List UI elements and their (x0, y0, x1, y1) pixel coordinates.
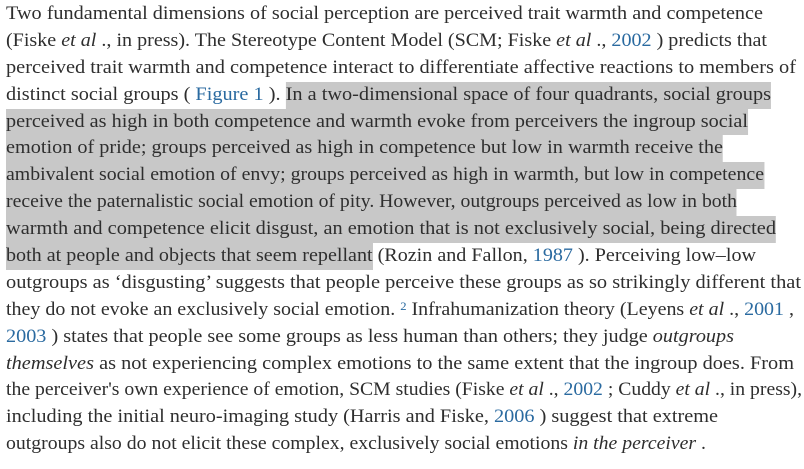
italic-text: et al (61, 29, 97, 51)
text-span: . (696, 433, 706, 455)
text-span: ., in press), (710, 379, 802, 401)
text-span: ). (263, 83, 286, 105)
text-span: ; Cuddy (602, 379, 676, 401)
text-line: perceived as high in both competence and… (6, 108, 804, 136)
text-span: distinct social groups ( (6, 83, 196, 105)
text-line: distinct social groups ( Figure 1 ). In … (6, 81, 804, 109)
text-span: perceived trait warmth and competence in… (6, 56, 796, 78)
selected-text: ambivalent social emotion of envy; group… (6, 162, 764, 190)
text-line: receive the paternalistic social emotion… (6, 189, 803, 217)
text-line: ambivalent social emotion of envy; group… (6, 162, 804, 190)
text-span: outgroups as ‘disgusting’ suggests that … (6, 271, 801, 293)
text-line: outgroups as ‘disgusting’ suggests that … (6, 270, 804, 297)
citation-link[interactable]: 1987 (532, 245, 573, 267)
italic-text: et al (689, 298, 725, 320)
citation-link[interactable]: 2002 (611, 29, 652, 51)
text-span: the perceiver's own experience of emotio… (6, 379, 510, 401)
text-line: 2003 ) states that people see some group… (6, 324, 804, 351)
text-span: ., (724, 298, 745, 320)
italic-text: et al (509, 379, 544, 401)
text-span: ) predicts that (651, 29, 767, 51)
selected-text: warmth and competence elicit disgust, an… (6, 216, 776, 244)
text-line: warmth and competence elicit disgust, an… (6, 216, 804, 244)
text-span: (Rozin and Fallon, (372, 245, 533, 267)
text-span: as not experiencing complex emotions to … (93, 352, 794, 374)
text-line: perceived trait warmth and competence in… (6, 55, 804, 82)
text-span: Infrahumanization theory (Leyens (406, 298, 690, 320)
text-span: ., in press). The Stereotype Content Mod… (96, 29, 557, 51)
citation-link[interactable]: 2006 (493, 406, 535, 428)
text-span: ) states that people see some groups as … (46, 325, 653, 347)
text-line: themselves as not experiencing complex e… (6, 351, 804, 378)
selected-text: emotion of pride; groups perceived as hi… (6, 135, 723, 163)
text-line: the perceiver's own experience of emotio… (6, 377, 802, 404)
text-span: outgroups also do not elicit these compl… (6, 433, 573, 455)
text-line: (Fiske et al ., in press). The Stereotyp… (6, 28, 804, 55)
citation-link[interactable]: Figure 1 (195, 83, 264, 105)
italic-text: et al (675, 379, 711, 401)
text-line: outgroups also do not elicit these compl… (6, 431, 804, 458)
text-span: including the initial neuro-imaging stud… (6, 406, 494, 428)
text-span: , (784, 298, 794, 320)
text-line: they do not evoke an exclusively social … (6, 297, 804, 324)
citation-link[interactable]: 2002 (563, 379, 603, 401)
text-line: emotion of pride; groups perceived as hi… (6, 135, 804, 163)
footnote-link[interactable]: 2 (400, 298, 407, 313)
text-line: including the initial neuro-imaging stud… (6, 404, 804, 431)
text-span: they do not evoke an exclusively social … (6, 298, 401, 320)
italic-text: themselves (6, 352, 94, 374)
text-span: (Fiske (6, 29, 62, 51)
selected-text: receive the paternalistic social emotion… (6, 189, 737, 217)
text-line: Two fundamental dimensions of social per… (6, 1, 804, 28)
article-paragraph: Two fundamental dimensions of social per… (6, 1, 802, 458)
text-span: Two fundamental dimensions of social per… (6, 3, 764, 24)
text-span: ., (591, 29, 612, 51)
citation-link[interactable]: 2003 (6, 325, 47, 347)
text-line: both at people and objects that seem rep… (6, 243, 804, 270)
text-span: ., (543, 379, 564, 401)
italic-text: et al (556, 29, 592, 51)
italic-text: in the perceiver (572, 433, 697, 455)
citation-link[interactable]: 2001 (744, 298, 785, 320)
text-span: ). Perceiving low–low (572, 245, 756, 267)
selected-text: both at people and objects that seem rep… (6, 243, 373, 270)
text-span: ) suggest that extreme (534, 406, 718, 428)
selected-text: perceived as high in both competence and… (6, 108, 748, 136)
selected-text: In a two-dimensional space of four quadr… (285, 81, 771, 109)
italic-text: outgroups (652, 325, 734, 347)
